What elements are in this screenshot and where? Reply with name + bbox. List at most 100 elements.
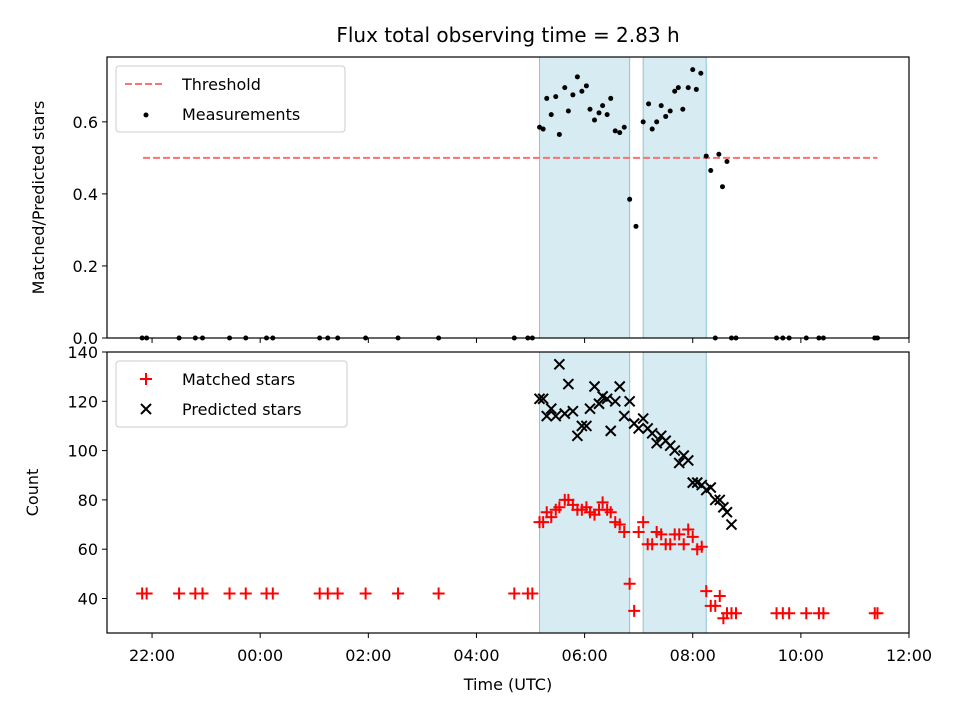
data-point — [705, 481, 717, 494]
data-point — [719, 184, 725, 190]
data-point — [593, 398, 605, 410]
data-point — [612, 128, 618, 134]
bottom-x-ticks: 22:00 00:00 02:00 04:00 06:00 08:00 10:00 12:00 — [129, 633, 932, 665]
x-tick-label: 12:00 — [886, 646, 932, 665]
data-point — [537, 516, 550, 529]
data-point — [239, 587, 252, 600]
y-tick-label: 40 — [78, 589, 98, 608]
y-tick-label: 60 — [78, 540, 98, 559]
data-point — [567, 405, 579, 417]
data-point — [623, 577, 636, 590]
data-point — [605, 425, 617, 437]
data-point — [587, 106, 593, 112]
data-point — [640, 119, 646, 125]
y-tick-label: 100 — [67, 442, 98, 461]
data-point — [544, 95, 550, 101]
data-point — [140, 587, 153, 600]
y-tick-label: 80 — [78, 491, 98, 510]
data-point — [695, 540, 708, 553]
data-point — [553, 358, 566, 371]
data-point — [817, 607, 830, 620]
data-point — [574, 74, 580, 80]
data-point — [658, 103, 664, 109]
bottom-legend: Matched stars Predicted stars — [115, 360, 348, 428]
data-point — [703, 153, 709, 159]
data-point — [713, 590, 726, 603]
data-point — [604, 112, 610, 118]
bottom-y-ticks: 40 60 80 100 120 140 — [67, 343, 107, 608]
bottom-panel: 40 60 80 100 120 140 22:00 00:00 02:00 04:00 06:0… — [23, 343, 932, 694]
data-point — [545, 402, 557, 415]
data-point — [540, 126, 546, 132]
top-y-ticks: 0.0 0.2 0.4 0.6 — [73, 113, 107, 348]
data-point — [173, 587, 186, 600]
x-tick-label: 00:00 — [237, 646, 283, 665]
data-point — [623, 395, 636, 408]
bottom-points-layer — [136, 358, 884, 625]
data-point — [562, 85, 568, 91]
data-point — [628, 604, 641, 617]
bottom-axes-frame — [106, 351, 910, 634]
legend-measurements-label: Measurements — [182, 105, 300, 124]
data-point — [685, 85, 691, 91]
bottom-legend-box — [115, 360, 348, 428]
y-tick-label: 0.0 — [73, 329, 98, 348]
data-point — [682, 523, 695, 536]
legend-predicted-label: Predicted stars — [182, 400, 302, 419]
series-2 — [533, 358, 738, 531]
data-point — [541, 410, 553, 422]
data-point — [621, 124, 627, 130]
x-tick-label: 10:00 — [778, 646, 824, 665]
data-point — [618, 525, 631, 538]
bottom-y-axis-label: Count — [23, 469, 42, 517]
shaded-interval-1 — [539, 56, 631, 339]
data-point — [667, 108, 673, 114]
data-point — [783, 607, 796, 620]
series-1 — [136, 493, 884, 625]
data-point — [608, 95, 614, 101]
y-tick-label: 0.6 — [73, 113, 98, 132]
data-point — [673, 528, 686, 541]
data-point — [609, 395, 621, 408]
top-legend: Threshold Measurements — [115, 65, 346, 133]
data-point — [331, 587, 344, 600]
data-point — [664, 538, 677, 551]
data-point — [359, 587, 372, 600]
data-point — [725, 518, 738, 531]
data-point — [601, 393, 613, 405]
data-point — [729, 607, 742, 620]
data-point — [559, 407, 571, 420]
data-point — [562, 378, 575, 390]
data-point — [637, 412, 649, 425]
data-point — [548, 112, 554, 118]
data-point — [596, 110, 602, 116]
data-point — [604, 506, 617, 519]
y-tick-label: 120 — [67, 392, 98, 411]
data-point — [553, 501, 566, 514]
legend-matched-swatch — [140, 373, 152, 385]
data-point — [687, 476, 699, 489]
top-y-axis-label: Matched/Predicted stars — [29, 101, 48, 295]
x-axis-label: Time (UTC) — [463, 675, 552, 694]
legend-measurements-swatch — [143, 112, 149, 118]
data-point — [650, 437, 663, 449]
data-point — [576, 420, 588, 432]
data-point — [672, 88, 678, 94]
data-point — [196, 587, 209, 600]
data-point — [432, 587, 445, 600]
data-point — [588, 380, 601, 393]
x-tick-label: 22:00 — [129, 646, 175, 665]
y-tick-label: 0.2 — [73, 257, 98, 276]
data-point — [693, 86, 699, 92]
data-point — [266, 587, 279, 600]
data-point — [673, 457, 685, 469]
data-point — [633, 223, 639, 229]
x-tick-label: 02:00 — [345, 646, 391, 665]
data-point — [675, 85, 681, 91]
shaded-interval-2 — [642, 351, 707, 634]
data-point — [649, 126, 655, 132]
top-axes-frame — [106, 56, 910, 339]
legend-matched-label: Matched stars — [182, 370, 295, 389]
data-point — [596, 496, 609, 509]
